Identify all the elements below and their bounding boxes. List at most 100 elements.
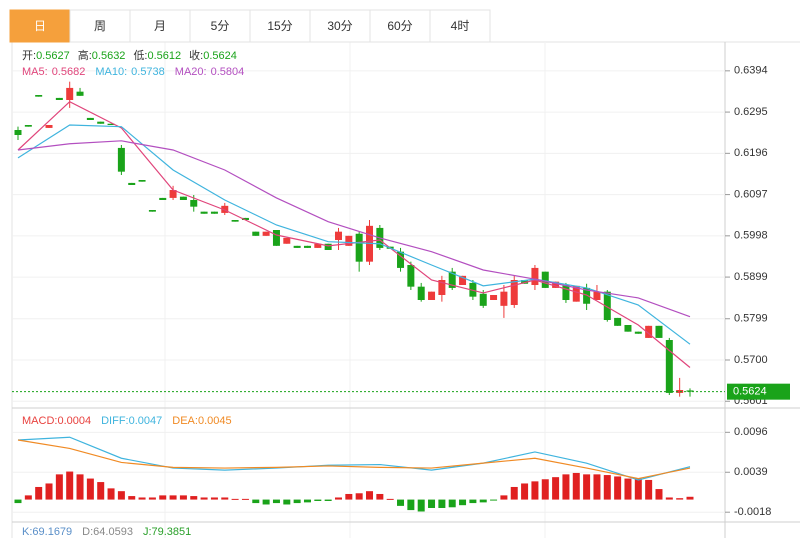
macd-bar [428, 499, 436, 508]
kdj-label: D: [82, 526, 93, 538]
macd-bar [438, 499, 446, 508]
candle-body [459, 275, 467, 285]
candle-body [45, 125, 53, 128]
macd-bar [397, 499, 405, 506]
tab[interactable] [249, 9, 311, 43]
macd-bar [521, 483, 529, 500]
kdj-value: 79.3851 [152, 526, 192, 538]
macd-bar [665, 497, 673, 500]
tab-label[interactable]: 5分 [211, 19, 230, 33]
macd-bar [293, 499, 301, 504]
macd-bar [272, 499, 280, 504]
candle-body [624, 325, 632, 332]
macd-bar [645, 479, 653, 500]
tab-label[interactable]: 60分 [387, 19, 412, 33]
macd-bar [562, 474, 570, 500]
info-value: 0.5624 [203, 50, 237, 62]
legend-label: DEA: [172, 415, 198, 427]
macd-bar [676, 498, 684, 500]
macd-bar [407, 499, 415, 511]
candle-body [407, 265, 415, 287]
candle-body [241, 217, 249, 220]
y-tick-label: 0.6196 [734, 147, 768, 159]
info-label: 低: [133, 49, 147, 62]
candle-body [66, 87, 74, 100]
candle-body [159, 197, 167, 200]
candle-body [35, 95, 43, 97]
last-price-tag [727, 383, 790, 400]
macd-bar [283, 499, 291, 505]
candle-body [614, 317, 622, 326]
y-tick-label: -0.0018 [734, 506, 771, 518]
tab-label[interactable]: 4时 [451, 19, 470, 33]
macd-bar [66, 471, 74, 500]
macd-bar [541, 479, 549, 500]
macd-bar [221, 497, 229, 500]
macd-line [17, 439, 691, 480]
candle-body [314, 243, 322, 248]
macd-bar [97, 482, 105, 500]
candle-body [169, 190, 177, 198]
macd-bar [159, 495, 167, 500]
macd-bar [45, 483, 53, 500]
y-tick-label: 0.5799 [734, 313, 768, 325]
candle-body [334, 231, 342, 240]
macd-bar [35, 486, 43, 500]
candle-body [655, 325, 663, 338]
tab-label[interactable]: 30分 [327, 19, 352, 33]
candle-body [283, 237, 291, 244]
macd-bar [603, 475, 611, 500]
tab[interactable] [309, 9, 371, 43]
candle-body [438, 280, 446, 295]
macd-bar [386, 498, 394, 500]
tab[interactable] [69, 9, 131, 43]
candle-body [179, 196, 187, 200]
candle-body [490, 295, 498, 300]
candle-body [97, 121, 105, 124]
candle-body [86, 117, 94, 120]
candle-body [117, 147, 125, 172]
macd-bar [252, 499, 260, 504]
candle-body [676, 390, 684, 393]
macd-bar [459, 499, 467, 506]
candle-body [500, 291, 508, 306]
macd-bar [179, 495, 187, 500]
macd-bar [190, 496, 198, 500]
tab-label[interactable]: 周 [94, 19, 106, 33]
macd-bar [324, 499, 332, 501]
tab[interactable] [189, 9, 251, 43]
macd-bar [169, 495, 177, 500]
macd-bar [14, 499, 22, 504]
legend-value: 0.5682 [52, 66, 86, 78]
candle-body [324, 243, 332, 250]
macd-bar [686, 496, 694, 500]
kdj-label: J: [143, 526, 152, 538]
tab-label[interactable]: 15分 [267, 19, 292, 33]
macd-bar [76, 474, 84, 500]
macd-bar [469, 499, 477, 504]
kdj-value: 69.1679 [32, 526, 72, 538]
macd-bar [314, 499, 322, 501]
info-value: 0.5612 [148, 50, 182, 62]
macd-bar [634, 478, 642, 500]
macd-bar [334, 497, 342, 500]
candle-body [583, 287, 591, 304]
macd-bar [200, 497, 208, 500]
candle-body [397, 251, 405, 268]
macd-bar [593, 474, 601, 500]
tab[interactable] [9, 9, 71, 43]
candle-body [138, 180, 146, 182]
tab-label[interactable]: 日 [34, 19, 46, 33]
tab[interactable] [429, 9, 491, 43]
candle-body [634, 331, 642, 334]
candle-body [355, 233, 363, 262]
macd-bar [345, 493, 353, 500]
tab[interactable] [369, 9, 431, 43]
macd-bar [376, 493, 384, 500]
macd-bar [531, 481, 539, 500]
candle-body [262, 231, 270, 236]
candle-body [531, 267, 539, 285]
info-value: 0.5632 [92, 50, 126, 62]
tab-label[interactable]: 月 [154, 19, 166, 33]
